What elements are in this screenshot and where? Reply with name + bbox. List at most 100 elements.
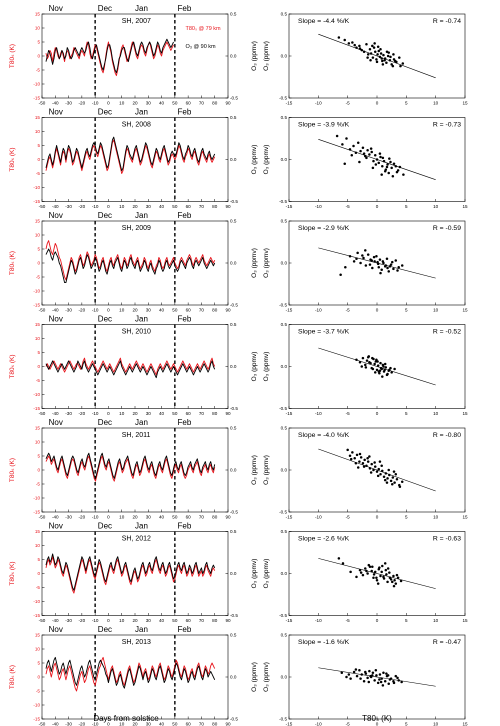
left-y-tick-label: 10 — [35, 129, 41, 134]
right-y-tick-label: 0.0 — [230, 54, 237, 59]
x-tick-label: -40 — [52, 722, 59, 726]
left-y-tick-label: 15 — [35, 219, 41, 224]
right-y-tick-label: 0.5 — [230, 529, 237, 534]
data-point — [394, 674, 398, 678]
data-point — [373, 465, 377, 468]
data-point — [381, 164, 384, 168]
y-axis-label: O₃ (ppmv) — [263, 41, 270, 71]
x-tick-label: 60 — [186, 204, 192, 209]
data-point — [391, 260, 394, 264]
y-axis-label: O₃ (ppmv) — [263, 248, 270, 278]
data-point — [378, 673, 382, 676]
data-point — [376, 364, 380, 367]
x-tick-label: 20 — [132, 411, 138, 416]
x-tick-label: 60 — [186, 515, 192, 520]
data-point — [385, 50, 389, 54]
data-point — [364, 363, 367, 367]
legend-o3: O₃ @ 90 km — [185, 44, 216, 50]
data-point — [390, 371, 393, 374]
data-point — [382, 475, 386, 478]
left-y-tick-label: 15 — [35, 12, 41, 17]
data-point — [373, 461, 376, 464]
left-y-tick-label: 5 — [37, 350, 40, 355]
slope-annotation: Slope = -1.6 %/K — [298, 639, 350, 646]
x-tick-label: 0 — [376, 618, 379, 623]
data-point — [377, 161, 381, 165]
month-label: Dec — [98, 315, 112, 324]
data-point — [354, 151, 358, 155]
correlation-annotation: R = -0.47 — [433, 639, 461, 646]
x-tick-label: 50 — [172, 101, 178, 106]
data-point — [355, 257, 358, 261]
panel-title: SH, 2012 — [122, 536, 151, 543]
x-tick-label: 90 — [225, 515, 231, 520]
data-point — [395, 477, 399, 481]
data-point — [355, 46, 358, 49]
data-point — [385, 61, 388, 64]
data-point — [368, 48, 372, 51]
x-tick-label: -10 — [92, 515, 99, 520]
data-point — [378, 152, 382, 155]
data-point — [394, 472, 398, 476]
x-tick-label: 30 — [146, 618, 152, 623]
month-label: Feb — [178, 625, 192, 634]
data-point — [384, 472, 388, 475]
data-point — [362, 465, 366, 468]
data-point — [372, 159, 375, 163]
data-point — [384, 366, 388, 369]
x-tick-label: -40 — [52, 515, 59, 520]
data-point — [370, 462, 373, 466]
x-tick-label: -15 — [286, 204, 293, 209]
slope-annotation: Slope = -3.7 %/K — [298, 329, 350, 336]
left-y-tick-label: -10 — [33, 185, 40, 190]
x-tick-label: 70 — [199, 204, 205, 209]
x-tick-label: 15 — [462, 204, 468, 209]
left-y-tick-label: 0 — [37, 54, 40, 59]
x-tick-label: -15 — [286, 618, 293, 623]
left-y-tick-label: 5 — [37, 557, 40, 562]
data-point — [382, 159, 386, 163]
time-series-panel: Nov Dec Jan Feb-50 -40 -30 -20 -10 0 10 20 30 40 50 60… — [9, 418, 258, 520]
data-point — [376, 681, 380, 685]
data-point — [392, 162, 396, 165]
month-label: Jan — [135, 625, 148, 634]
data-point — [373, 371, 377, 374]
x-tick-label: 40 — [159, 101, 165, 106]
x-tick-label: 80 — [212, 411, 218, 416]
x-tick-label: -15 — [286, 515, 293, 520]
fit-line — [318, 558, 436, 589]
data-point — [359, 456, 363, 459]
data-point — [387, 468, 390, 472]
data-point — [389, 479, 393, 483]
right-y-axis-label: O₃ (ppmv) — [251, 352, 258, 382]
right-y-tick-label: -0.5 — [230, 199, 238, 204]
data-point — [380, 464, 383, 468]
data-point — [358, 669, 361, 672]
series-line — [45, 38, 174, 74]
x-tick-label: 0 — [376, 515, 379, 520]
data-point — [360, 673, 363, 676]
y-tick-label: 0.5 — [281, 12, 288, 17]
x-tick-label: 10 — [433, 515, 439, 520]
month-label: Jan — [135, 4, 148, 13]
data-point — [385, 672, 388, 675]
data-point — [388, 265, 392, 268]
month-label: Dec — [98, 418, 112, 427]
data-point — [383, 170, 387, 173]
data-point — [358, 452, 362, 456]
y-tick-label: 0.5 — [281, 219, 288, 224]
x-tick-label: -10 — [92, 101, 99, 106]
month-label: Jan — [135, 522, 148, 531]
x-tick-label: -10 — [315, 101, 322, 106]
data-point — [356, 141, 360, 144]
x-tick-label: -20 — [79, 515, 86, 520]
time-series-column: Nov Dec Jan Feb-50 -40 -30 -20 -10 0 10 20 30 40 50 60… — [9, 4, 258, 726]
x-tick-label: 0 — [376, 204, 379, 209]
x-tick-label: 40 — [159, 722, 165, 726]
data-point — [376, 360, 379, 363]
series-line — [45, 452, 216, 479]
data-point — [386, 477, 389, 480]
data-point — [392, 53, 395, 56]
x-tick-label: 0 — [107, 515, 110, 520]
fit-line — [318, 347, 436, 386]
